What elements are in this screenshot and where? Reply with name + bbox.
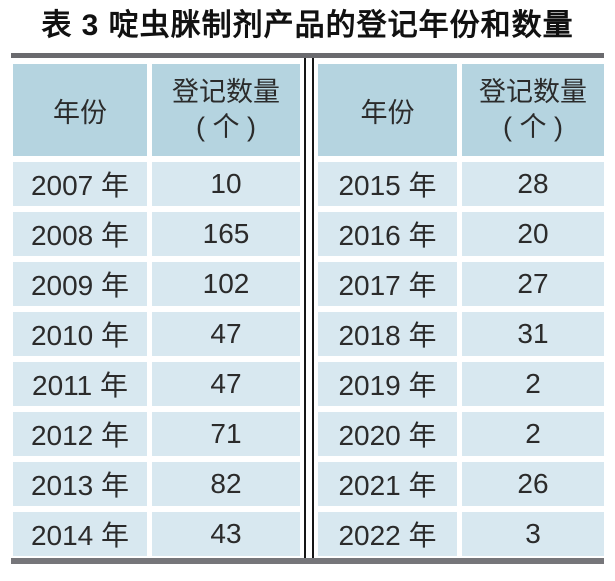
year-cell: 2008 年 — [13, 212, 147, 256]
count-cell: 82 — [152, 462, 300, 506]
middle-divider — [300, 58, 318, 558]
table-left-half: 年份 登记数量 ( 个 ) 2007 年 10 2008 年 165 2009 年 102… — [13, 64, 300, 556]
count-cell: 27 — [462, 262, 604, 306]
year-cell: 2014 年 — [13, 512, 147, 556]
year-cell: 2019 年 — [318, 362, 457, 406]
count-cell: 26 — [462, 462, 604, 506]
count-cell: 10 — [152, 162, 300, 206]
year-cell: 2017 年 — [318, 262, 457, 306]
count-cell: 2 — [462, 362, 604, 406]
count-cell: 20 — [462, 212, 604, 256]
table-header-row: 年份 登记数量 ( 个 ) — [13, 64, 300, 156]
registration-table: 年份 登记数量 ( 个 ) 2007 年 10 2008 年 165 2009 年 102… — [13, 58, 615, 558]
count-cell: 28 — [462, 162, 604, 206]
top-rule — [11, 53, 604, 58]
year-cell: 2011 年 — [13, 362, 147, 406]
table-row: 2016 年 20 — [318, 212, 604, 256]
table-row: 2007 年 10 — [13, 162, 300, 206]
count-cell: 71 — [152, 412, 300, 456]
table-row: 2009 年 102 — [13, 262, 300, 306]
count-column-header: 登记数量 ( 个 ) — [152, 64, 300, 156]
year-column-header: 年份 — [318, 64, 457, 156]
table-row: 2017 年 27 — [318, 262, 604, 306]
table-row: 2014 年 43 — [13, 512, 300, 556]
year-cell: 2020 年 — [318, 412, 457, 456]
page: 表 3 啶虫脒制剂产品的登记年份和数量 年份 登记数量 ( 个 ) 2007 年… — [0, 7, 615, 564]
count-header-line1: 登记数量 — [172, 77, 280, 108]
count-header-line2: ( 个 ) — [503, 112, 563, 142]
table-row: 2013 年 82 — [13, 462, 300, 506]
year-cell: 2022 年 — [318, 512, 457, 556]
table-right-half: 年份 登记数量 ( 个 ) 2015 年 28 2016 年 20 2017 年 27 20… — [318, 64, 604, 556]
year-cell: 2009 年 — [13, 262, 147, 306]
year-cell: 2013 年 — [13, 462, 147, 506]
table-row: 2012 年 71 — [13, 412, 300, 456]
table-header-row: 年份 登记数量 ( 个 ) — [318, 64, 604, 156]
year-cell: 2012 年 — [13, 412, 147, 456]
table-row: 2015 年 28 — [318, 162, 604, 206]
count-cell: 47 — [152, 362, 300, 406]
year-cell: 2021 年 — [318, 462, 457, 506]
table-row: 2008 年 165 — [13, 212, 300, 256]
count-cell: 47 — [152, 312, 300, 356]
table-row: 2011 年 47 — [13, 362, 300, 406]
count-header-line1: 登记数量 — [479, 77, 587, 108]
count-cell: 2 — [462, 412, 604, 456]
year-cell: 2010 年 — [13, 312, 147, 356]
count-cell: 102 — [152, 262, 300, 306]
count-cell: 3 — [462, 512, 604, 556]
table-row: 2018 年 31 — [318, 312, 604, 356]
bottom-rule — [11, 558, 604, 564]
table-row: 2010 年 47 — [13, 312, 300, 356]
count-cell: 31 — [462, 312, 604, 356]
year-cell: 2007 年 — [13, 162, 147, 206]
year-column-header: 年份 — [13, 64, 147, 156]
year-cell: 2015 年 — [318, 162, 457, 206]
count-header-line2: ( 个 ) — [196, 112, 256, 142]
count-cell: 165 — [152, 212, 300, 256]
table-caption: 表 3 啶虫脒制剂产品的登记年份和数量 — [41, 9, 574, 42]
year-cell: 2018 年 — [318, 312, 457, 356]
double-rule-lines — [304, 58, 314, 558]
year-cell: 2016 年 — [318, 212, 457, 256]
count-column-header: 登记数量 ( 个 ) — [462, 64, 604, 156]
table-row: 2021 年 26 — [318, 462, 604, 506]
count-cell: 43 — [152, 512, 300, 556]
